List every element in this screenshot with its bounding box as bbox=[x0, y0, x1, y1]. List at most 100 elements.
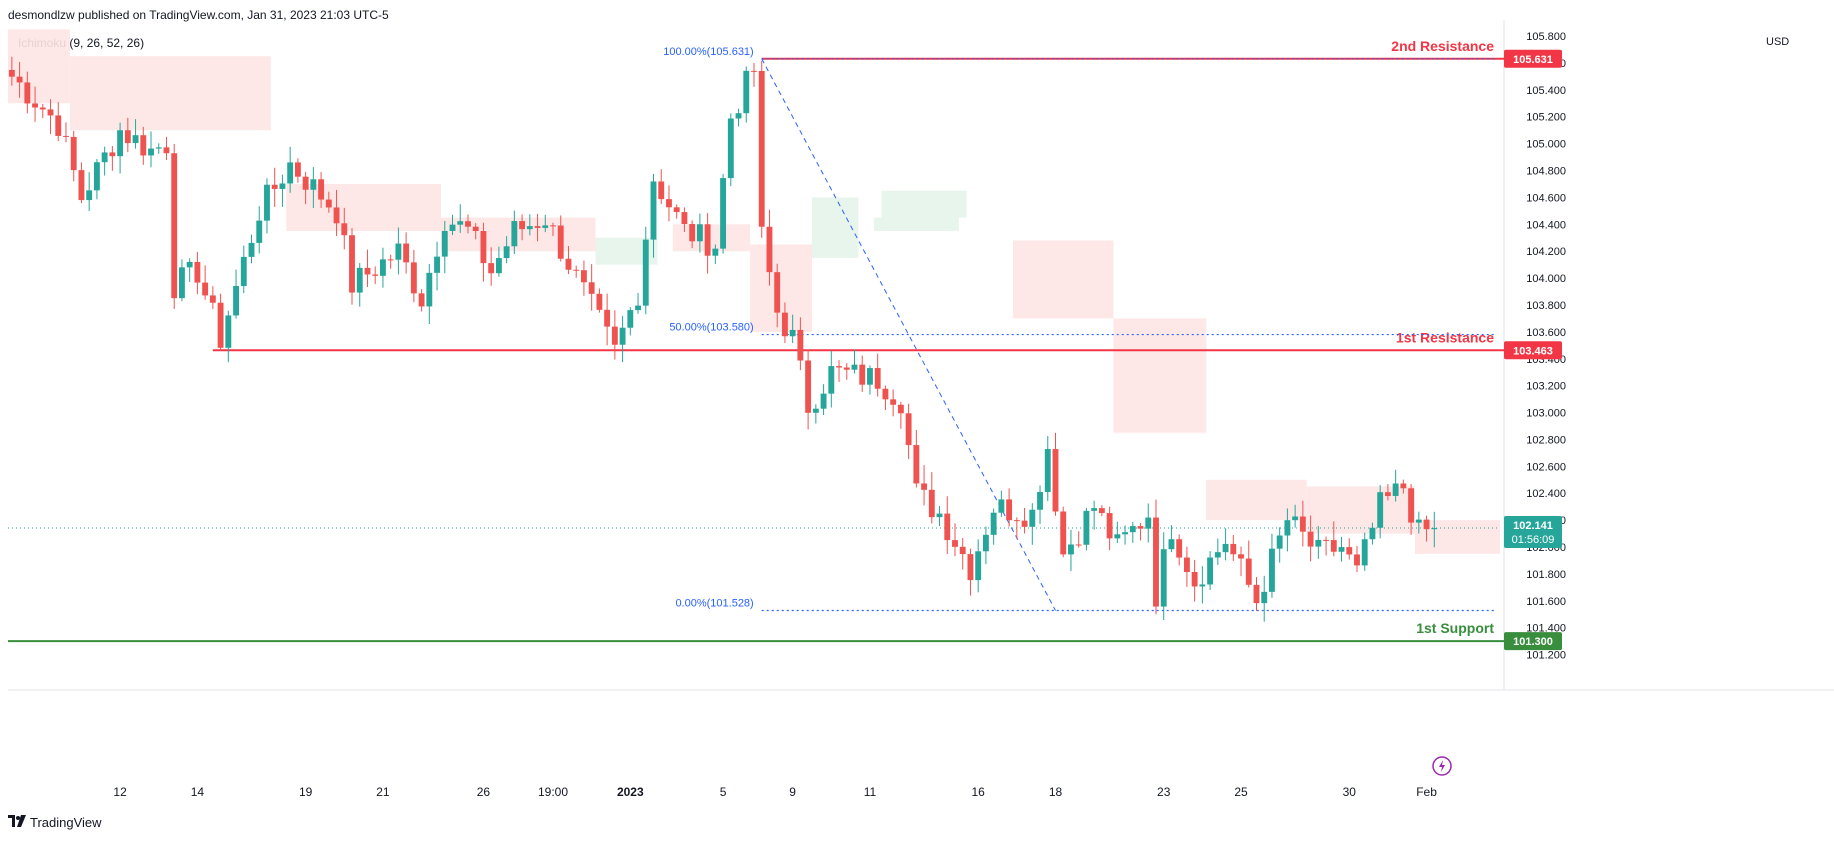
candle-body bbox=[1044, 449, 1051, 493]
candle-body bbox=[1415, 519, 1422, 523]
candle-body bbox=[426, 272, 433, 307]
candle-body bbox=[526, 226, 533, 230]
candle-body bbox=[325, 199, 332, 208]
cloud-segment bbox=[1306, 486, 1415, 534]
candle-body bbox=[32, 103, 38, 108]
candle-body bbox=[1075, 544, 1082, 546]
candle-body bbox=[132, 135, 139, 144]
candle-body bbox=[704, 224, 711, 256]
candle-body bbox=[294, 162, 301, 177]
x-tick-label: 9 bbox=[789, 785, 796, 799]
candle-body bbox=[410, 262, 417, 294]
candle-body bbox=[1029, 509, 1036, 527]
candle-body bbox=[580, 270, 587, 283]
candle-body bbox=[356, 267, 363, 293]
level-price-tag-text: 105.631 bbox=[1513, 54, 1553, 66]
candle-body bbox=[519, 221, 526, 230]
candle-body bbox=[1292, 516, 1299, 521]
candle-body bbox=[1207, 557, 1214, 585]
x-tick-label: 2023 bbox=[617, 785, 644, 799]
fibonacci-retracement: 100.00%(105.631) 50.00%(103.580) 0.00%(101… bbox=[663, 46, 1497, 612]
candle-body bbox=[480, 231, 487, 264]
y-tick-label: 101.200 bbox=[1526, 650, 1566, 662]
candle-body bbox=[1191, 571, 1198, 587]
candle-body bbox=[93, 162, 100, 191]
y-tick-label: 104.200 bbox=[1526, 246, 1566, 258]
candle-body bbox=[124, 130, 131, 144]
candle-body bbox=[8, 69, 15, 77]
candle-body bbox=[1013, 520, 1020, 522]
level-price-tag bbox=[1504, 341, 1562, 360]
candle-body bbox=[867, 368, 873, 385]
footer-brand[interactable]: TradingView bbox=[8, 815, 102, 830]
y-tick-label: 105.000 bbox=[1526, 139, 1566, 151]
candle-body bbox=[944, 513, 951, 541]
y-tick-label: 104.000 bbox=[1526, 273, 1566, 285]
candle-body bbox=[673, 207, 680, 213]
candle-body bbox=[233, 286, 239, 316]
candle-body bbox=[457, 221, 464, 225]
candle-body bbox=[635, 305, 641, 311]
candle-body bbox=[302, 176, 309, 190]
candle-body bbox=[140, 135, 147, 156]
candle-body bbox=[1052, 449, 1059, 512]
level-price-tag-text: 101.300 bbox=[1513, 636, 1553, 648]
cloud-segment bbox=[69, 56, 271, 131]
level-label: 1st Support bbox=[1416, 620, 1494, 636]
candle-body bbox=[1006, 499, 1013, 521]
y-tick-label: 104.800 bbox=[1526, 166, 1566, 178]
candle-body bbox=[650, 181, 657, 240]
candle-body bbox=[836, 366, 842, 368]
candle-body bbox=[1183, 557, 1190, 572]
candle-body bbox=[511, 221, 518, 247]
candle-body bbox=[1238, 554, 1244, 559]
ichimoku-cloud bbox=[8, 29, 1500, 554]
candle-body bbox=[735, 113, 742, 119]
candle-body bbox=[179, 267, 185, 299]
candle-body bbox=[488, 263, 495, 274]
footer-brand-text: TradingView bbox=[30, 815, 102, 830]
candle-body bbox=[1284, 520, 1291, 536]
candle-body bbox=[1083, 510, 1090, 545]
candle-body bbox=[627, 310, 634, 328]
candle-body bbox=[588, 282, 595, 294]
candle-body bbox=[449, 224, 456, 231]
candle-body bbox=[341, 223, 348, 236]
candle-body bbox=[155, 147, 162, 149]
candle-body bbox=[882, 388, 889, 400]
candle-body bbox=[843, 367, 850, 370]
candle-body bbox=[271, 184, 278, 189]
cloud-segment bbox=[8, 29, 70, 104]
candle-body bbox=[1137, 526, 1144, 529]
candle-body bbox=[1214, 552, 1221, 558]
candle-body bbox=[557, 225, 564, 259]
y-tick-label: 102.600 bbox=[1526, 461, 1566, 473]
candle-body bbox=[828, 366, 835, 394]
candle-body bbox=[604, 309, 611, 327]
candle-body bbox=[117, 130, 124, 157]
level-label: 2nd Resistance bbox=[1391, 38, 1494, 54]
candle-body bbox=[1145, 517, 1152, 529]
last-price-tag bbox=[1504, 516, 1562, 549]
y-tick-label: 103.200 bbox=[1526, 381, 1566, 393]
candle-body bbox=[1392, 483, 1399, 496]
candle-body bbox=[248, 242, 255, 257]
cloud-segment bbox=[672, 224, 751, 252]
y-tick-label: 102.400 bbox=[1526, 488, 1566, 500]
candle-body bbox=[859, 364, 866, 385]
candle-body bbox=[434, 256, 440, 273]
candle-body bbox=[70, 136, 77, 171]
candle-body bbox=[851, 364, 858, 370]
countdown-text: 01:56:09 bbox=[1512, 534, 1555, 546]
candle-body bbox=[534, 226, 541, 228]
lightning-icon[interactable] bbox=[1432, 756, 1452, 776]
candle-body bbox=[1091, 508, 1098, 511]
candle-body bbox=[1330, 540, 1337, 552]
candle-body bbox=[658, 181, 665, 200]
candle-body bbox=[465, 221, 471, 227]
candle-body bbox=[1114, 534, 1121, 539]
x-tick-label: 11 bbox=[864, 785, 877, 799]
candle-body bbox=[379, 259, 386, 276]
candle-body bbox=[472, 226, 479, 232]
